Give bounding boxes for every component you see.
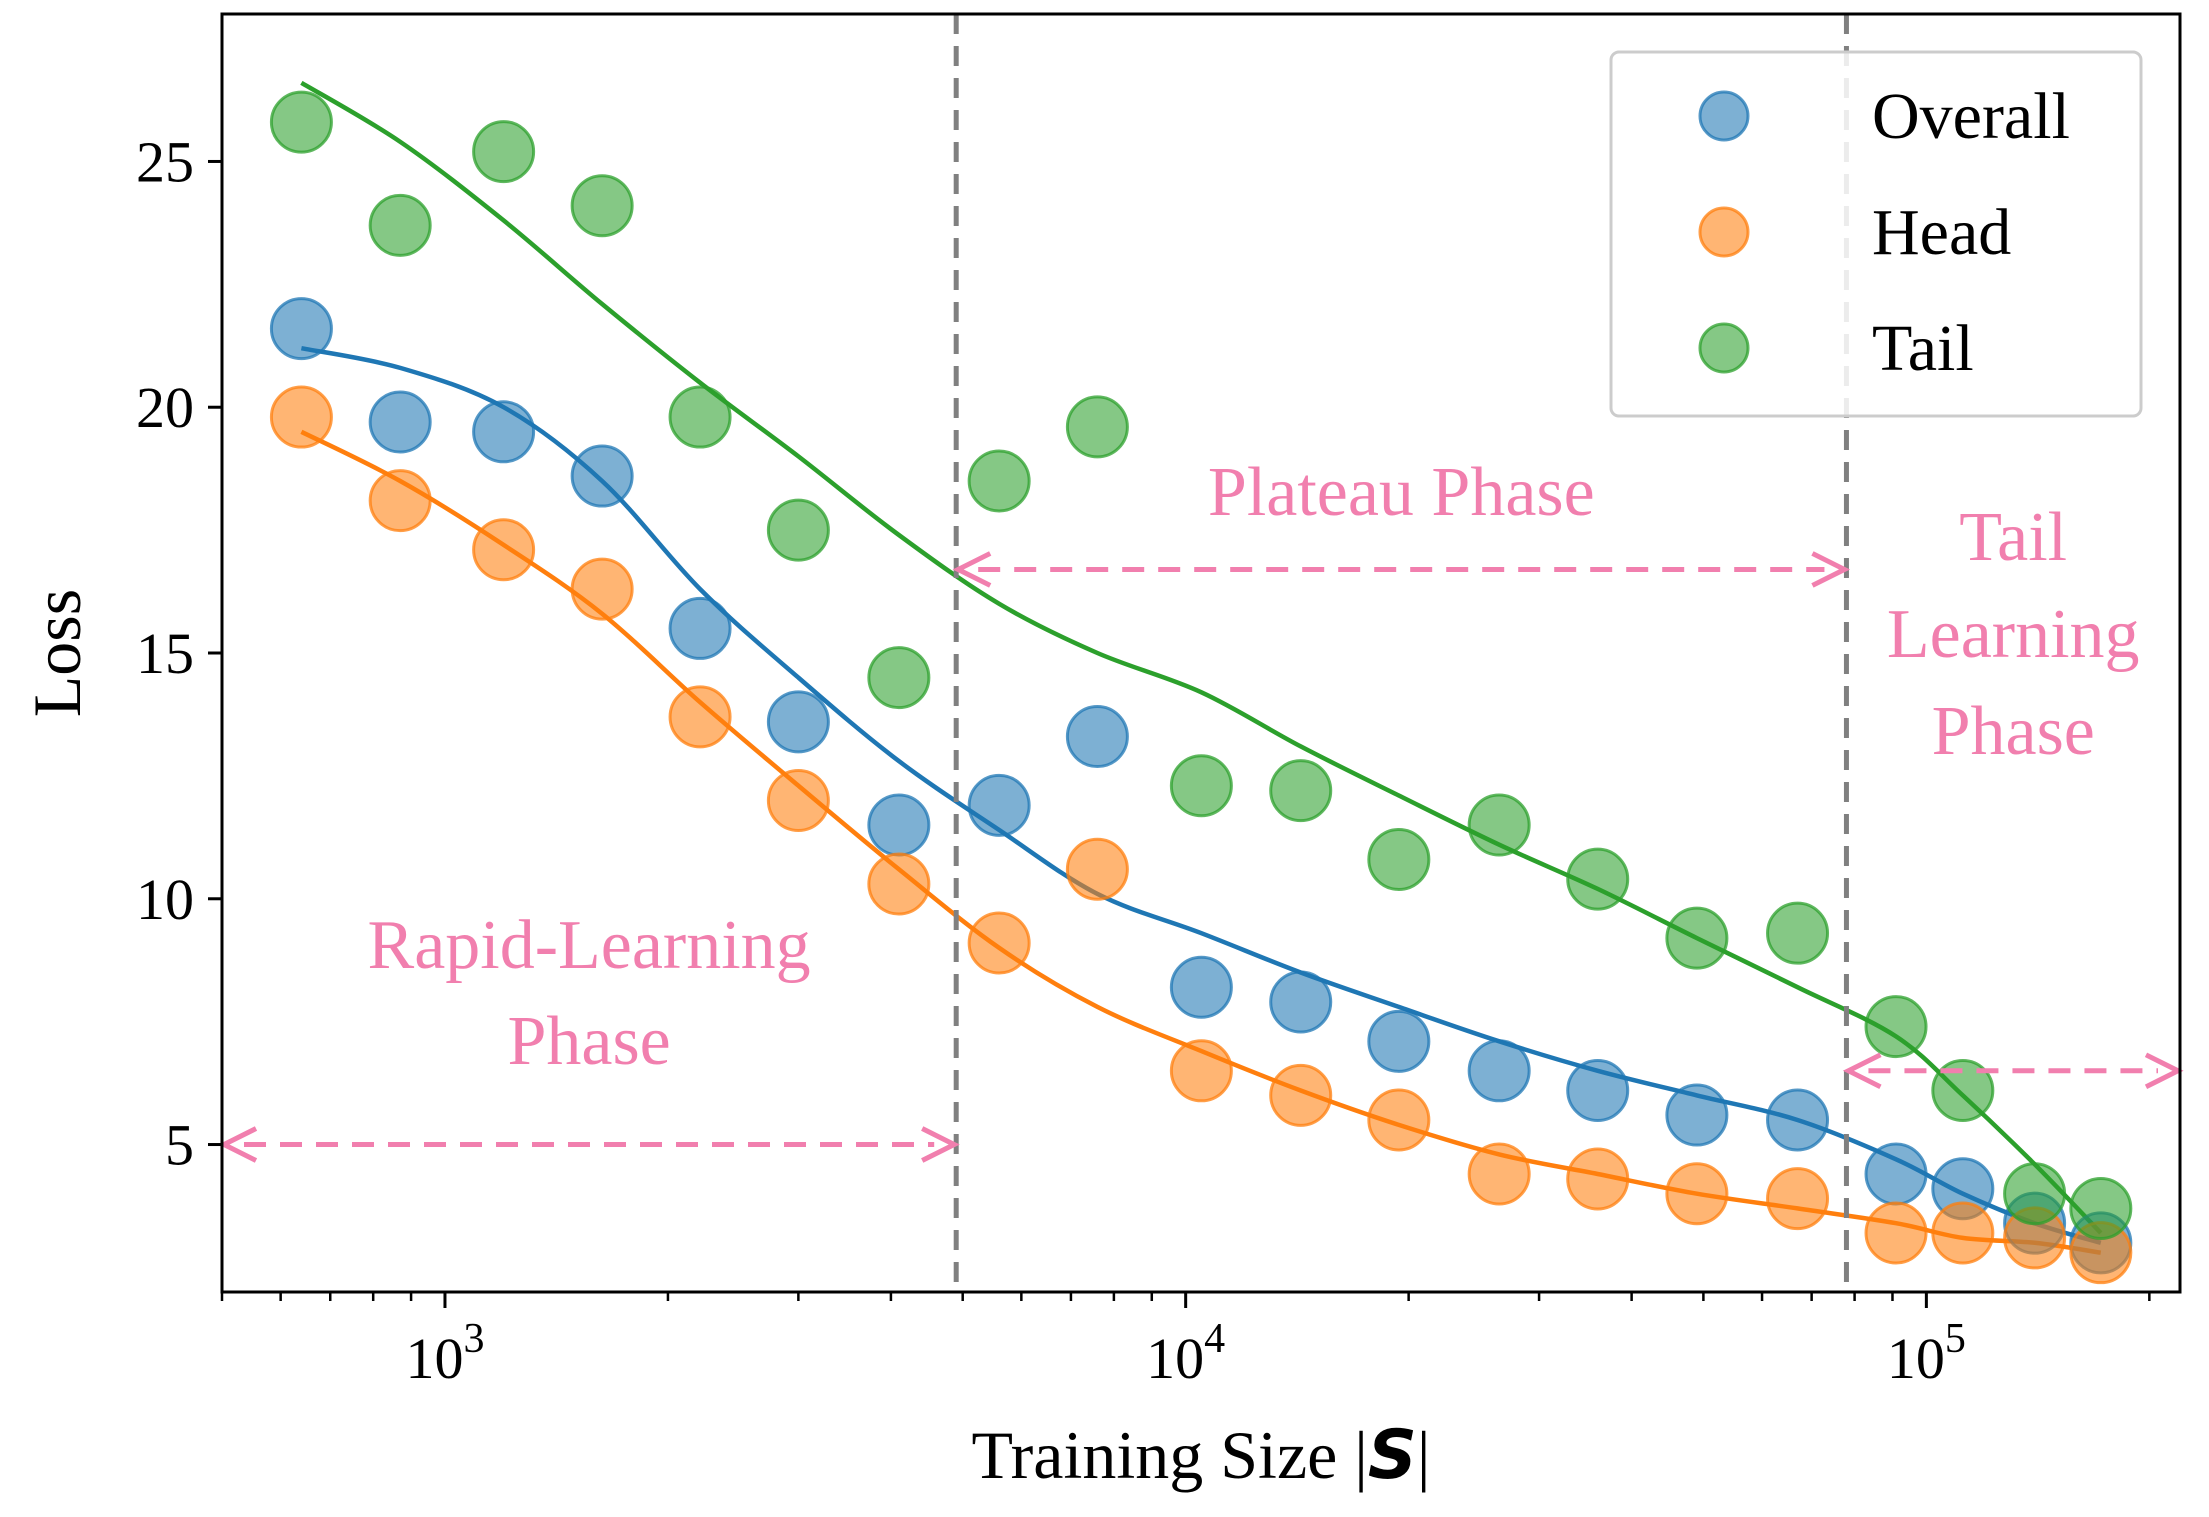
phase-arrowhead-right-2 <box>2144 1052 2184 1090</box>
legend-marker-head <box>1698 206 1750 258</box>
phase-label-0-1: Phase <box>507 1003 670 1080</box>
data-points <box>269 90 2133 1285</box>
phase-label-0-0: Rapid-Learning <box>368 907 811 984</box>
point-tail-4 <box>668 385 732 449</box>
point-tail-7 <box>967 449 1031 513</box>
point-overall-11 <box>1367 1009 1431 1073</box>
phase-arrowhead-right-0 <box>921 1126 960 1163</box>
fit-line-tail <box>300 80 2103 1235</box>
y-tick-label-20: 20 <box>136 375 194 440</box>
y-tick-label-15: 15 <box>136 621 194 686</box>
phase-arrowhead-right-1 <box>1811 551 1851 588</box>
point-overall-0 <box>269 297 333 361</box>
phase-label-2-1: Learning <box>1887 596 2140 673</box>
point-overall-13 <box>1566 1058 1630 1122</box>
point-head-0 <box>269 385 333 449</box>
point-tail-11 <box>1367 827 1431 891</box>
point-head-17 <box>1931 1201 1995 1265</box>
point-overall-6 <box>867 793 931 857</box>
phase-arrowhead-left-1 <box>952 551 992 588</box>
point-head-15 <box>1766 1167 1830 1231</box>
point-overall-15 <box>1766 1088 1830 1152</box>
legend-label-head: Head <box>1872 196 2011 269</box>
point-overall-14 <box>1665 1083 1729 1147</box>
point-head-16 <box>1864 1201 1928 1265</box>
phase-label-1-0: Plateau Phase <box>1208 454 1595 531</box>
point-head-8 <box>1065 837 1129 901</box>
point-tail-16 <box>1864 995 1928 1059</box>
phase-arrowhead-left-0 <box>218 1126 258 1163</box>
point-head-1 <box>368 469 432 533</box>
point-overall-2 <box>472 400 536 464</box>
x-axis-label: Training Size |S| <box>971 1416 1430 1495</box>
point-head-3 <box>570 557 634 621</box>
point-overall-4 <box>668 596 732 660</box>
point-head-11 <box>1367 1088 1431 1152</box>
point-head-2 <box>472 518 536 582</box>
point-head-9 <box>1169 1039 1233 1103</box>
point-tail-19 <box>2069 1176 2133 1240</box>
phase-annotations: Rapid-Learning Phase Plateau Phase Tail Lear… <box>218 14 2184 1292</box>
point-overall-1 <box>368 390 432 454</box>
point-tail-8 <box>1065 395 1129 459</box>
legend-label-tail: Tail <box>1872 312 1974 385</box>
point-tail-1 <box>368 193 432 257</box>
point-head-14 <box>1665 1162 1729 1226</box>
point-tail-9 <box>1169 754 1233 818</box>
point-overall-5 <box>766 690 830 754</box>
y-axis-label: Loss <box>19 589 95 717</box>
point-tail-17 <box>1931 1058 1995 1122</box>
legend: Overall Head Tail <box>1609 50 2143 418</box>
y-tick-label-10: 10 <box>136 867 194 932</box>
point-overall-9 <box>1169 955 1233 1019</box>
point-tail-12 <box>1467 793 1531 857</box>
point-tail-14 <box>1665 906 1729 970</box>
point-tail-0 <box>269 90 333 154</box>
legend-label-overall: Overall <box>1872 80 2070 153</box>
point-tail-3 <box>570 174 634 238</box>
point-head-13 <box>1566 1147 1630 1211</box>
x-tick-label-1000: 103 <box>405 1316 484 1391</box>
point-tail-6 <box>867 646 931 710</box>
point-head-7 <box>967 911 1031 975</box>
point-head-4 <box>668 685 732 749</box>
legend-marker-overall <box>1698 90 1750 142</box>
point-overall-7 <box>967 773 1031 837</box>
point-overall-10 <box>1269 970 1333 1034</box>
point-overall-3 <box>570 444 634 508</box>
x-tick-label-100000: 105 <box>1887 1316 1966 1391</box>
point-tail-2 <box>472 120 536 184</box>
point-tail-10 <box>1269 759 1333 823</box>
point-overall-12 <box>1467 1039 1531 1103</box>
point-head-12 <box>1467 1142 1531 1206</box>
legend-box <box>1609 50 2143 418</box>
point-overall-8 <box>1065 705 1129 769</box>
point-tail-13 <box>1566 847 1630 911</box>
point-tail-15 <box>1766 901 1830 965</box>
phase-label-2-2: Phase <box>1932 693 2095 770</box>
phase-label-2-0: Tail <box>1959 499 2067 576</box>
point-head-6 <box>867 852 931 916</box>
x-tick-label-10000: 104 <box>1146 1316 1225 1391</box>
y-tick-label-5: 5 <box>165 1113 194 1178</box>
point-overall-16 <box>1864 1142 1928 1206</box>
axes: 5 10 15 20 25 103 104 105 Training Size |S| Loss <box>19 12 2182 1495</box>
point-tail-18 <box>2003 1162 2067 1226</box>
point-head-5 <box>766 768 830 832</box>
point-tail-5 <box>766 498 830 562</box>
y-tick-label-25: 25 <box>136 129 194 194</box>
phase-arrowhead-left-2 <box>1842 1052 1882 1090</box>
point-head-10 <box>1269 1063 1333 1127</box>
legend-marker-tail <box>1698 322 1750 374</box>
